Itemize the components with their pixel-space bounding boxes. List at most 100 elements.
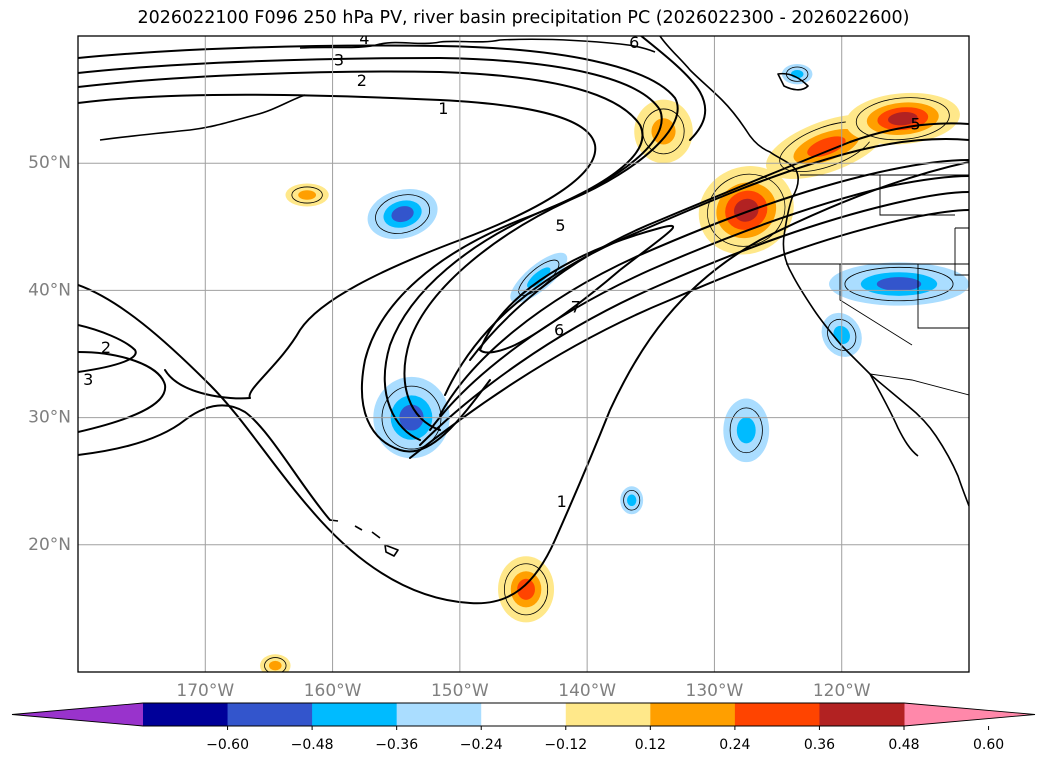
pv-contour-1-north <box>78 93 597 400</box>
pv-contour-inner-d <box>409 209 969 459</box>
border-mexico <box>869 373 969 396</box>
pv-contour-label: 3 <box>334 51 344 70</box>
colorbar-extend-high <box>904 703 1035 726</box>
colorbar-swatch <box>734 703 820 726</box>
precip-level-ring <box>733 198 759 222</box>
colorbar-swatch <box>312 703 398 726</box>
pv-contour-7 <box>479 224 674 354</box>
precip-level-ring <box>807 136 846 157</box>
precip-level-ring <box>626 494 637 507</box>
colorbar-swatch <box>650 703 736 726</box>
grid <box>78 36 969 672</box>
lon-tick-label: 120°W <box>813 681 871 701</box>
chart-title: 2026022100 F096 250 hPa PV, river basin … <box>137 8 910 28</box>
precip-level-ring <box>888 111 918 126</box>
border-state-2 <box>879 175 955 216</box>
precip-anomaly-blob <box>723 398 770 463</box>
pv-contour-1-west <box>78 404 331 521</box>
colorbar-tick-label: −0.36 <box>375 737 418 753</box>
precip-level-ring <box>269 660 282 671</box>
precip-anomaly-blob <box>781 63 813 85</box>
lat-tick-label: 20°N <box>28 535 71 555</box>
colorbar: −0.60 −0.48 −0.36 −0.24 −0.12 0.12 0.24 0.36 0.4… <box>11 702 1036 753</box>
political-borders <box>786 174 969 396</box>
pv-contour-south-2 <box>78 324 137 373</box>
precip-anomaly-blob <box>828 262 969 306</box>
pv-contour-label: 7 <box>571 297 581 316</box>
precip-anomaly-blob <box>698 166 794 255</box>
pv-contours <box>78 36 969 605</box>
pv-contour-inner-a <box>439 159 969 416</box>
pv-contour-label: 3 <box>83 370 93 389</box>
pv-contour-1 <box>78 161 969 605</box>
pv-contour-inner-b <box>429 175 969 431</box>
precip-anomaly-blob <box>285 183 329 207</box>
axis-tick-labels: 50°N 40°N 30°N 20°N 170°W 160°W 150°W 140°W 130°… <box>28 153 871 701</box>
colorbar-extend-low <box>12 703 143 726</box>
pv-contour-arc <box>639 36 707 141</box>
lon-tick-label: 140°W <box>558 681 616 701</box>
pv-contour-label: 5 <box>910 114 920 133</box>
colorbar-swatch <box>143 703 229 726</box>
colorbar-outline <box>11 702 1036 727</box>
precip-anomaly-blob <box>498 556 555 623</box>
colorbar-tick-label: −0.24 <box>460 737 503 753</box>
lon-tick-label: 150°W <box>431 681 489 701</box>
lat-tick-label: 40°N <box>28 280 71 300</box>
coastline-island-alaska <box>777 72 809 91</box>
pv-contour-label: 2 <box>357 71 367 90</box>
precip-anomaly-blob <box>367 188 438 240</box>
colorbar-tick-label: 0.24 <box>719 737 750 753</box>
precip-level-ring <box>517 578 535 600</box>
plot-frame <box>77 35 970 673</box>
lon-tick-label: 130°W <box>686 681 744 701</box>
lat-tick-label: 50°N <box>28 153 71 173</box>
precip-level-ring <box>736 417 756 444</box>
lat-tick-label: 30°N <box>28 408 71 428</box>
border-state-5 <box>954 227 969 276</box>
pv-contour-label: 6 <box>629 33 639 52</box>
coastline-hawaii <box>329 519 399 557</box>
colorbar-tick-label: −0.60 <box>206 737 249 753</box>
colorbar-swatch <box>481 703 567 726</box>
pv-contour-label: 5 <box>555 216 565 235</box>
coastlines <box>99 36 969 557</box>
border-state-4 <box>917 264 969 329</box>
pv-contour-label: 6 <box>554 320 564 339</box>
lon-tick-label: 160°W <box>304 681 362 701</box>
coastline-baja <box>869 373 919 457</box>
colorbar-tick-label: 0.36 <box>804 737 835 753</box>
colorbar-swatch <box>565 703 651 726</box>
border-state-3 <box>839 264 913 346</box>
precip-level-ring <box>876 277 922 291</box>
colorbar-swatch <box>227 703 313 726</box>
pv-contour-inner-c <box>419 191 969 446</box>
pv-contour-label: 2 <box>101 338 111 357</box>
lon-tick-label: 170°W <box>176 681 234 701</box>
coastline-alaska-north <box>299 38 656 53</box>
pv-contour-5 <box>469 122 969 361</box>
precip-anomaly-blob <box>620 486 644 515</box>
colorbar-swatch <box>396 703 482 726</box>
colorbar-tick-label: −0.48 <box>291 737 334 753</box>
colorbar-tick-label: 0.12 <box>635 737 666 753</box>
pv-contour-label: 4 <box>359 29 369 48</box>
precip-anomaly-blob <box>845 92 960 145</box>
precip-level-ring <box>651 118 676 145</box>
precip-level-ring <box>527 267 551 288</box>
colorbar-tick-label: 0.60 <box>973 737 1004 753</box>
pv-contour-label: 1 <box>438 99 448 118</box>
coastline-north-america <box>659 36 969 507</box>
precip-level-ring <box>298 190 317 200</box>
pv-contour-4 <box>78 44 679 431</box>
pv-contour-label: 1 <box>557 492 567 511</box>
colorbar-tick-label: −0.12 <box>544 737 587 753</box>
pv-contour-south-3 <box>78 351 167 433</box>
precip-anomaly-blob <box>260 654 291 672</box>
colorbar-tick-label: 0.48 <box>888 737 919 753</box>
precip-level-ring <box>391 206 414 223</box>
colorbar-swatch <box>819 703 905 726</box>
coastline-aleutians <box>99 94 306 141</box>
